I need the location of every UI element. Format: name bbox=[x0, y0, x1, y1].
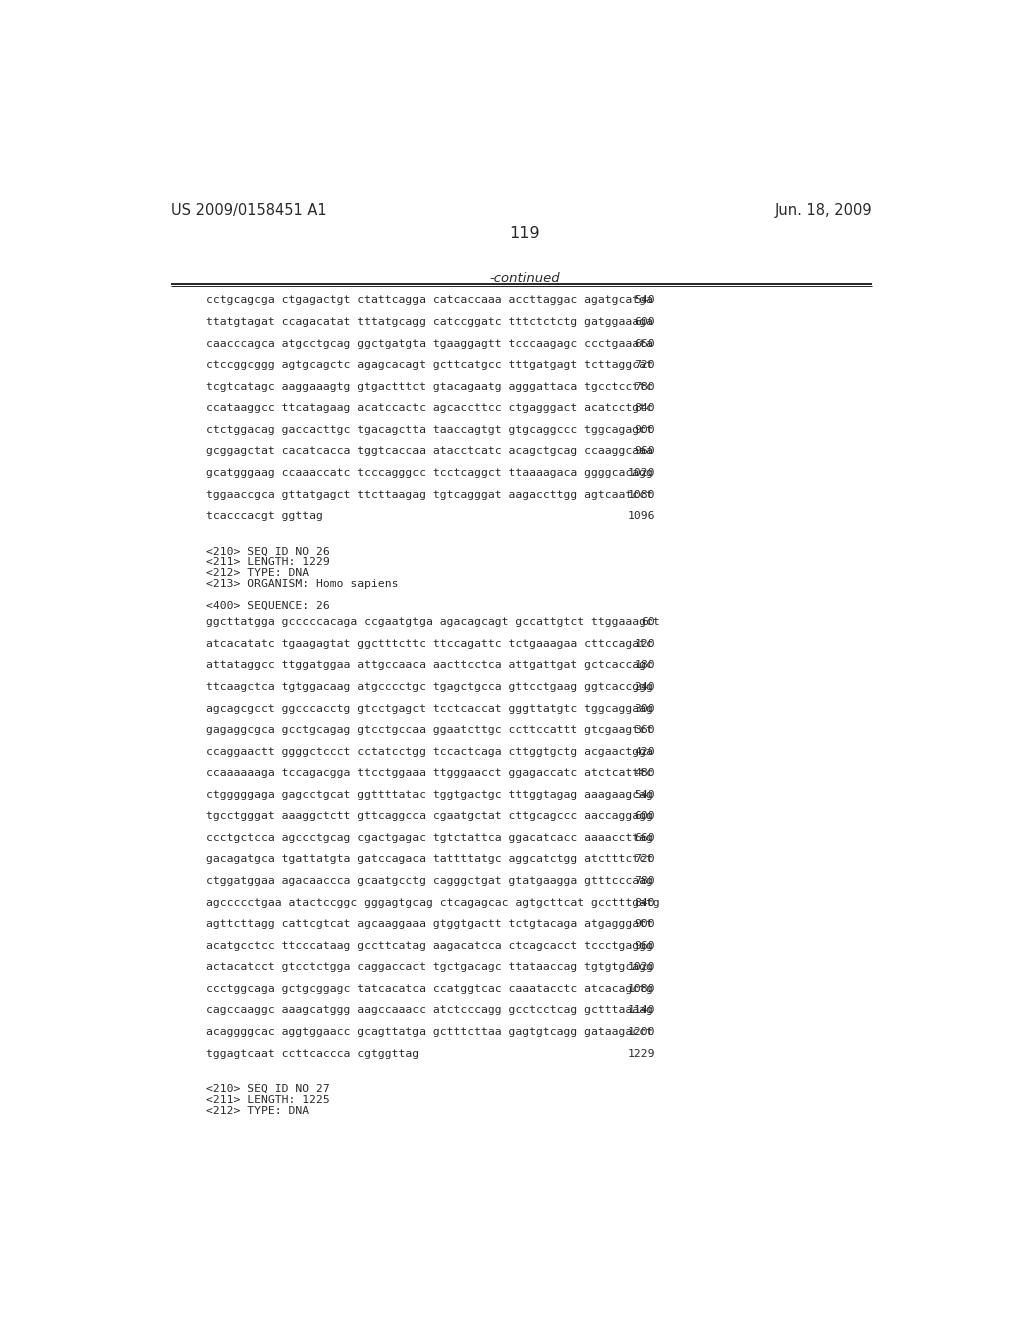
Text: 600: 600 bbox=[635, 317, 655, 327]
Text: 360: 360 bbox=[635, 725, 655, 735]
Text: tggaaccgca gttatgagct ttcttaagag tgtcagggat aagaccttgg agtcaatcct: tggaaccgca gttatgagct ttcttaagag tgtcagg… bbox=[206, 490, 652, 499]
Text: gcatgggaag ccaaaccatc tcccagggcc tcctcaggct ttaaaagaca ggggcacagg: gcatgggaag ccaaaccatc tcccagggcc tcctcag… bbox=[206, 469, 652, 478]
Text: ctggatggaa agacaaccca gcaatgcctg cagggctgat gtatgaagga gtttcccaag: ctggatggaa agacaaccca gcaatgcctg cagggct… bbox=[206, 876, 652, 886]
Text: Jun. 18, 2009: Jun. 18, 2009 bbox=[774, 203, 872, 218]
Text: gcggagctat cacatcacca tggtcaccaa atacctcatc acagctgcag ccaaggcaaa: gcggagctat cacatcacca tggtcaccaa atacctc… bbox=[206, 446, 652, 457]
Text: 1096: 1096 bbox=[628, 511, 655, 521]
Text: 720: 720 bbox=[635, 360, 655, 370]
Text: ggcttatgga gcccccacaga ccgaatgtga agacagcagt gccattgtct ttggaaagct: ggcttatgga gcccccacaga ccgaatgtga agacag… bbox=[206, 618, 659, 627]
Text: <211> LENGTH: 1229: <211> LENGTH: 1229 bbox=[206, 557, 330, 568]
Text: gacagatgca tgattatgta gatccagaca tattttatgc aggcatctgg atctttctct: gacagatgca tgattatgta gatccagaca tatttta… bbox=[206, 854, 652, 865]
Text: <210> SEQ ID NO 27: <210> SEQ ID NO 27 bbox=[206, 1084, 330, 1094]
Text: 960: 960 bbox=[635, 941, 655, 950]
Text: 1140: 1140 bbox=[628, 1006, 655, 1015]
Text: ctctggacag gaccacttgc tgacagctta taaccagtgt gtgcaggccc tggcagagct: ctctggacag gaccacttgc tgacagctta taaccag… bbox=[206, 425, 652, 434]
Text: <212> TYPE: DNA: <212> TYPE: DNA bbox=[206, 1106, 308, 1115]
Text: <211> LENGTH: 1225: <211> LENGTH: 1225 bbox=[206, 1094, 330, 1105]
Text: 120: 120 bbox=[635, 639, 655, 649]
Text: <400> SEQUENCE: 26: <400> SEQUENCE: 26 bbox=[206, 601, 330, 610]
Text: <213> ORGANISM: Homo sapiens: <213> ORGANISM: Homo sapiens bbox=[206, 579, 398, 589]
Text: 540: 540 bbox=[635, 296, 655, 305]
Text: atcacatatc tgaagagtat ggctttcttc ttccagattc tctgaaagaa cttccagatc: atcacatatc tgaagagtat ggctttcttc ttccaga… bbox=[206, 639, 652, 649]
Text: agttcttagg cattcgtcat agcaaggaaa gtggtgactt tctgtacaga atgagggatt: agttcttagg cattcgtcat agcaaggaaa gtggtga… bbox=[206, 919, 652, 929]
Text: 840: 840 bbox=[635, 404, 655, 413]
Text: 720: 720 bbox=[635, 854, 655, 865]
Text: acaggggcac aggtggaacc gcagttatga gctttcttaa gagtgtcagg gataagacct: acaggggcac aggtggaacc gcagttatga gctttct… bbox=[206, 1027, 652, 1038]
Text: 180: 180 bbox=[635, 660, 655, 671]
Text: 540: 540 bbox=[635, 789, 655, 800]
Text: 420: 420 bbox=[635, 747, 655, 756]
Text: ccctggcaga gctgcggagc tatcacatca ccatggtcac caaatacctc atcacagctg: ccctggcaga gctgcggagc tatcacatca ccatggt… bbox=[206, 983, 652, 994]
Text: <210> SEQ ID NO 26: <210> SEQ ID NO 26 bbox=[206, 546, 330, 557]
Text: ccaggaactt ggggctccct cctatcctgg tccactcaga cttggtgctg acgaactgga: ccaggaactt ggggctccct cctatcctgg tccactc… bbox=[206, 747, 652, 756]
Text: ttcaagctca tgtggacaag atgcccctgc tgagctgcca gttcctgaag ggtcaccggg: ttcaagctca tgtggacaag atgcccctgc tgagctg… bbox=[206, 682, 652, 692]
Text: ccaaaaaaga tccagacgga ttcctggaaa ttgggaacct ggagaccatc atctcatttc: ccaaaaaaga tccagacgga ttcctggaaa ttgggaa… bbox=[206, 768, 652, 779]
Text: 900: 900 bbox=[635, 919, 655, 929]
Text: tggagtcaat ccttcaccca cgtggttag: tggagtcaat ccttcaccca cgtggttag bbox=[206, 1048, 419, 1059]
Text: US 2009/0158451 A1: US 2009/0158451 A1 bbox=[171, 203, 327, 218]
Text: tcgtcatagc aaggaaagtg gtgactttct gtacagaatg agggattaca tgcctccttc: tcgtcatagc aaggaaagtg gtgactttct gtacaga… bbox=[206, 381, 652, 392]
Text: tcacccacgt ggttag: tcacccacgt ggttag bbox=[206, 511, 323, 521]
Text: 780: 780 bbox=[635, 876, 655, 886]
Text: 660: 660 bbox=[635, 833, 655, 843]
Text: -continued: -continued bbox=[489, 272, 560, 285]
Text: cctgcagcga ctgagactgt ctattcagga catcaccaaa accttaggac agatgcatga: cctgcagcga ctgagactgt ctattcagga catcacc… bbox=[206, 296, 652, 305]
Text: agccccctgaa atactccggc gggagtgcag ctcagagcac agtgcttcat gcctttgatg: agccccctgaa atactccggc gggagtgcag ctcaga… bbox=[206, 898, 659, 908]
Text: ccctgctcca agccctgcag cgactgagac tgtctattca ggacatcacc aaaaccttag: ccctgctcca agccctgcag cgactgagac tgtctat… bbox=[206, 833, 652, 843]
Text: attataggcc ttggatggaa attgccaaca aacttcctca attgattgat gctcaccagc: attataggcc ttggatggaa attgccaaca aacttcc… bbox=[206, 660, 652, 671]
Text: cagccaaggc aaagcatggg aagccaaacc atctcccagg gcctcctcag gctttaaaag: cagccaaggc aaagcatggg aagccaaacc atctccc… bbox=[206, 1006, 652, 1015]
Text: 1080: 1080 bbox=[628, 490, 655, 499]
Text: gagaggcgca gcctgcagag gtcctgccaa ggaatcttgc ccttccattt gtcgaagtct: gagaggcgca gcctgcagag gtcctgccaa ggaatct… bbox=[206, 725, 652, 735]
Text: <212> TYPE: DNA: <212> TYPE: DNA bbox=[206, 568, 308, 578]
Text: 960: 960 bbox=[635, 446, 655, 457]
Text: ccataaggcc ttcatagaag acatccactc agcaccttcc ctgagggact acatcctgtc: ccataaggcc ttcatagaag acatccactc agcacct… bbox=[206, 404, 652, 413]
Text: 600: 600 bbox=[635, 812, 655, 821]
Text: 840: 840 bbox=[635, 898, 655, 908]
Text: actacatcct gtcctctgga caggaccact tgctgacagc ttataaccag tgtgtgcagg: actacatcct gtcctctgga caggaccact tgctgac… bbox=[206, 962, 652, 973]
Text: 119: 119 bbox=[510, 226, 540, 242]
Text: 900: 900 bbox=[635, 425, 655, 434]
Text: 1200: 1200 bbox=[628, 1027, 655, 1038]
Text: agcagcgcct ggcccacctg gtcctgagct tcctcaccat gggttatgtc tggcaggaag: agcagcgcct ggcccacctg gtcctgagct tcctcac… bbox=[206, 704, 652, 714]
Text: ttatgtagat ccagacatat tttatgcagg catccggatc tttctctctg gatggaaaga: ttatgtagat ccagacatat tttatgcagg catccgg… bbox=[206, 317, 652, 327]
Text: 1080: 1080 bbox=[628, 983, 655, 994]
Text: 1020: 1020 bbox=[628, 962, 655, 973]
Text: 480: 480 bbox=[635, 768, 655, 779]
Text: 780: 780 bbox=[635, 381, 655, 392]
Text: 1020: 1020 bbox=[628, 469, 655, 478]
Text: 300: 300 bbox=[635, 704, 655, 714]
Text: tgcctgggat aaaggctctt gttcaggcca cgaatgctat cttgcagccc aaccaggagg: tgcctgggat aaaggctctt gttcaggcca cgaatgc… bbox=[206, 812, 652, 821]
Text: 60: 60 bbox=[641, 618, 655, 627]
Text: 1229: 1229 bbox=[628, 1048, 655, 1059]
Text: 660: 660 bbox=[635, 339, 655, 348]
Text: caacccagca atgcctgcag ggctgatgta tgaaggagtt tcccaagagc ccctgaaata: caacccagca atgcctgcag ggctgatgta tgaagga… bbox=[206, 339, 652, 348]
Text: ctccggcggg agtgcagctc agagcacagt gcttcatgcc tttgatgagt tcttaggcat: ctccggcggg agtgcagctc agagcacagt gcttcat… bbox=[206, 360, 652, 370]
Text: ctgggggaga gagcctgcat ggttttatac tggtgactgc tttggtagag aaagaagcag: ctgggggaga gagcctgcat ggttttatac tggtgac… bbox=[206, 789, 652, 800]
Text: acatgcctcc ttcccataag gccttcatag aagacatcca ctcagcacct tccctgaggg: acatgcctcc ttcccataag gccttcatag aagacat… bbox=[206, 941, 652, 950]
Text: 240: 240 bbox=[635, 682, 655, 692]
